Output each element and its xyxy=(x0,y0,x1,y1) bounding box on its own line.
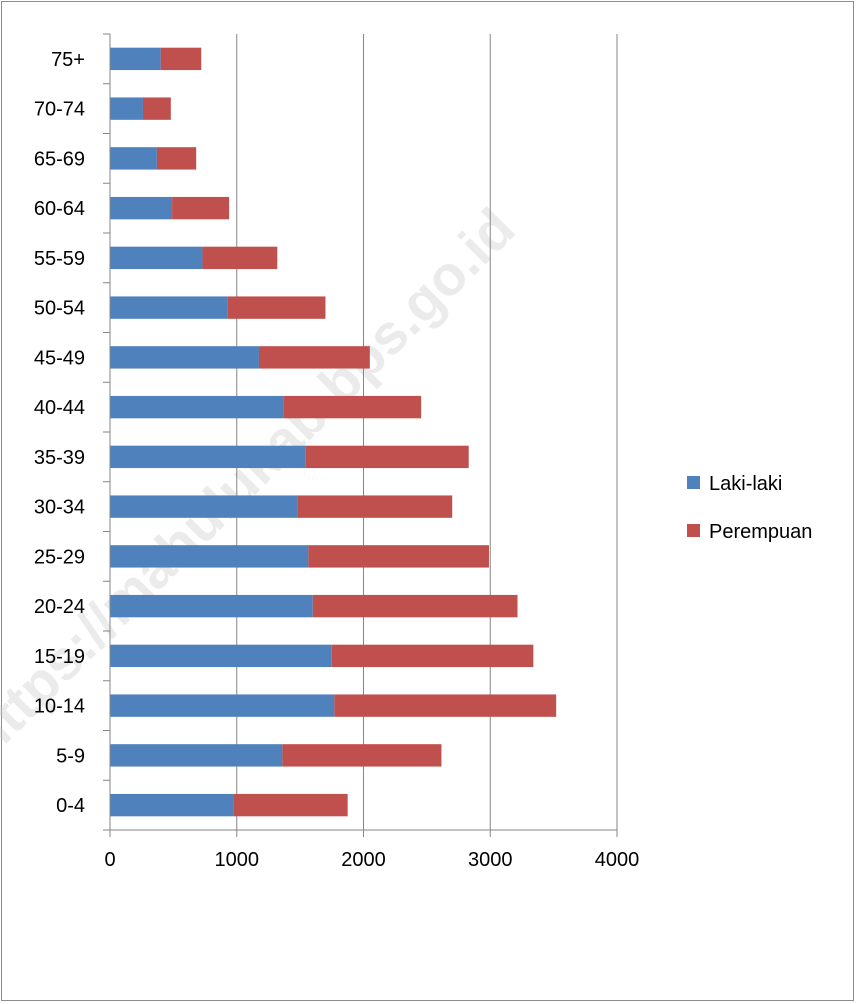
bar-laki-laki-45-49 xyxy=(110,346,259,369)
bar-perempuan-20-24 xyxy=(312,594,518,618)
x-tick-label: 3000 xyxy=(468,849,513,871)
category-label: 0-4 xyxy=(56,795,85,817)
category-label: 25-29 xyxy=(34,546,85,568)
bar-perempuan-50-54 xyxy=(227,296,326,319)
bar-laki-laki-35-39 xyxy=(110,445,306,469)
bar-laki-laki-40-44 xyxy=(110,395,284,419)
axes: 0-4 5-9 10-14 15-19 20-24 25-29 30-34 35-39 40-4… xyxy=(34,33,640,871)
bar-perempuan-40-44 xyxy=(283,395,422,419)
bar-perempuan-75+ xyxy=(160,47,202,71)
bar-perempuan-0-4 xyxy=(233,793,348,817)
legend-label-laki-laki: Laki-laki xyxy=(709,473,782,495)
bar-perempuan-35-39 xyxy=(305,445,469,469)
bars xyxy=(110,47,557,817)
x-tick-label: 4000 xyxy=(595,849,640,871)
bar-laki-laki-55-59 xyxy=(110,246,203,270)
bar-perempuan-25-29 xyxy=(308,545,489,568)
bar-laki-laki-0-4 xyxy=(110,793,234,817)
legend: Laki-laki Perempuan xyxy=(687,473,812,543)
category-label: 35-39 xyxy=(34,447,85,469)
bar-perempuan-15-19 xyxy=(331,644,534,668)
bar-laki-laki-50-54 xyxy=(110,296,228,319)
bar-perempuan-5-9 xyxy=(282,744,442,767)
bar-perempuan-60-64 xyxy=(172,196,230,220)
bar-perempuan-55-59 xyxy=(202,246,278,270)
category-label: 10-14 xyxy=(34,696,85,718)
bar-laki-laki-15-19 xyxy=(110,644,332,668)
bar-laki-laki-20-24 xyxy=(110,594,313,618)
category-label: 45-49 xyxy=(34,347,85,369)
legend-swatch-perempuan xyxy=(687,524,700,537)
category-label: 50-54 xyxy=(34,298,85,320)
x-tick-label: 2000 xyxy=(341,849,386,871)
bar-laki-laki-65-69 xyxy=(110,147,157,170)
category-label: 15-19 xyxy=(34,646,85,668)
bar-perempuan-65-69 xyxy=(156,147,197,170)
bar-perempuan-30-34 xyxy=(297,495,453,518)
x-tick-label: 1000 xyxy=(215,849,260,871)
legend-label-perempuan: Perempuan xyxy=(709,521,812,543)
category-label: 70-74 xyxy=(34,99,85,121)
category-label: 60-64 xyxy=(34,198,85,220)
category-label: 75+ xyxy=(51,49,85,71)
category-label: 5-9 xyxy=(56,745,85,767)
bar-laki-laki-30-34 xyxy=(110,495,298,518)
bar-laki-laki-75+ xyxy=(110,47,161,71)
bar-laki-laki-70-74 xyxy=(110,97,143,120)
bar-perempuan-45-49 xyxy=(258,346,370,369)
category-label: 30-34 xyxy=(34,497,85,519)
bar-perempuan-70-74 xyxy=(142,97,171,120)
x-tick-label: 0 xyxy=(104,849,115,871)
category-label: 20-24 xyxy=(34,596,85,618)
bar-laki-laki-10-14 xyxy=(110,694,335,717)
bar-perempuan-10-14 xyxy=(334,694,557,717)
watermark: https://mahulukab.bps.go.id xyxy=(0,196,526,769)
category-label: 55-59 xyxy=(34,248,85,270)
bar-laki-laki-60-64 xyxy=(110,196,173,220)
legend-swatch-laki-laki xyxy=(687,476,700,489)
category-label: 65-69 xyxy=(34,148,85,170)
bar-laki-laki-5-9 xyxy=(110,744,283,767)
category-label: 40-44 xyxy=(34,397,85,419)
bar-laki-laki-25-29 xyxy=(110,545,309,568)
